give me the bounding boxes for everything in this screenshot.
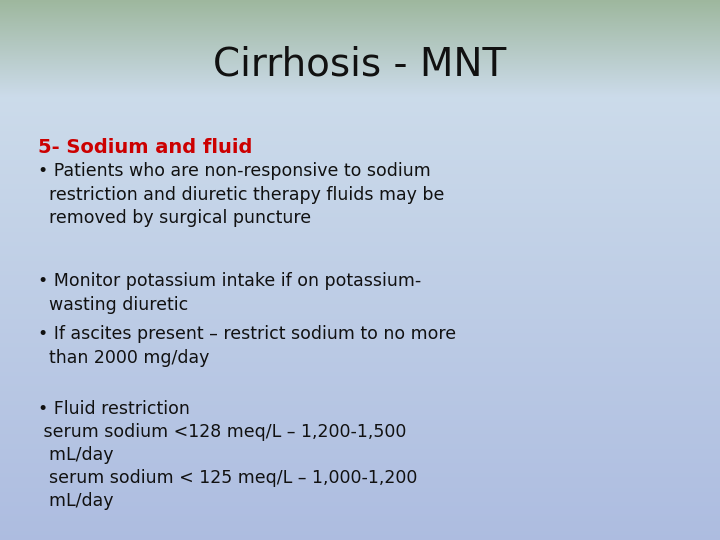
Text: • Monitor potassium intake if on potassium-
  wasting diuretic: • Monitor potassium intake if on potassi…	[38, 272, 421, 314]
Text: • If ascites present – restrict sodium to no more
  than 2000 mg/day: • If ascites present – restrict sodium t…	[38, 325, 456, 367]
Text: • Fluid restriction
 serum sodium <128 meq/L – 1,200-1,500
  mL/day
  serum sodi: • Fluid restriction serum sodium <128 me…	[38, 400, 418, 510]
Text: Cirrhosis - MNT: Cirrhosis - MNT	[213, 46, 507, 84]
Text: 5- Sodium and fluid: 5- Sodium and fluid	[38, 138, 253, 157]
Text: • Patients who are non-responsive to sodium
  restriction and diuretic therapy f: • Patients who are non-responsive to sod…	[38, 162, 444, 227]
